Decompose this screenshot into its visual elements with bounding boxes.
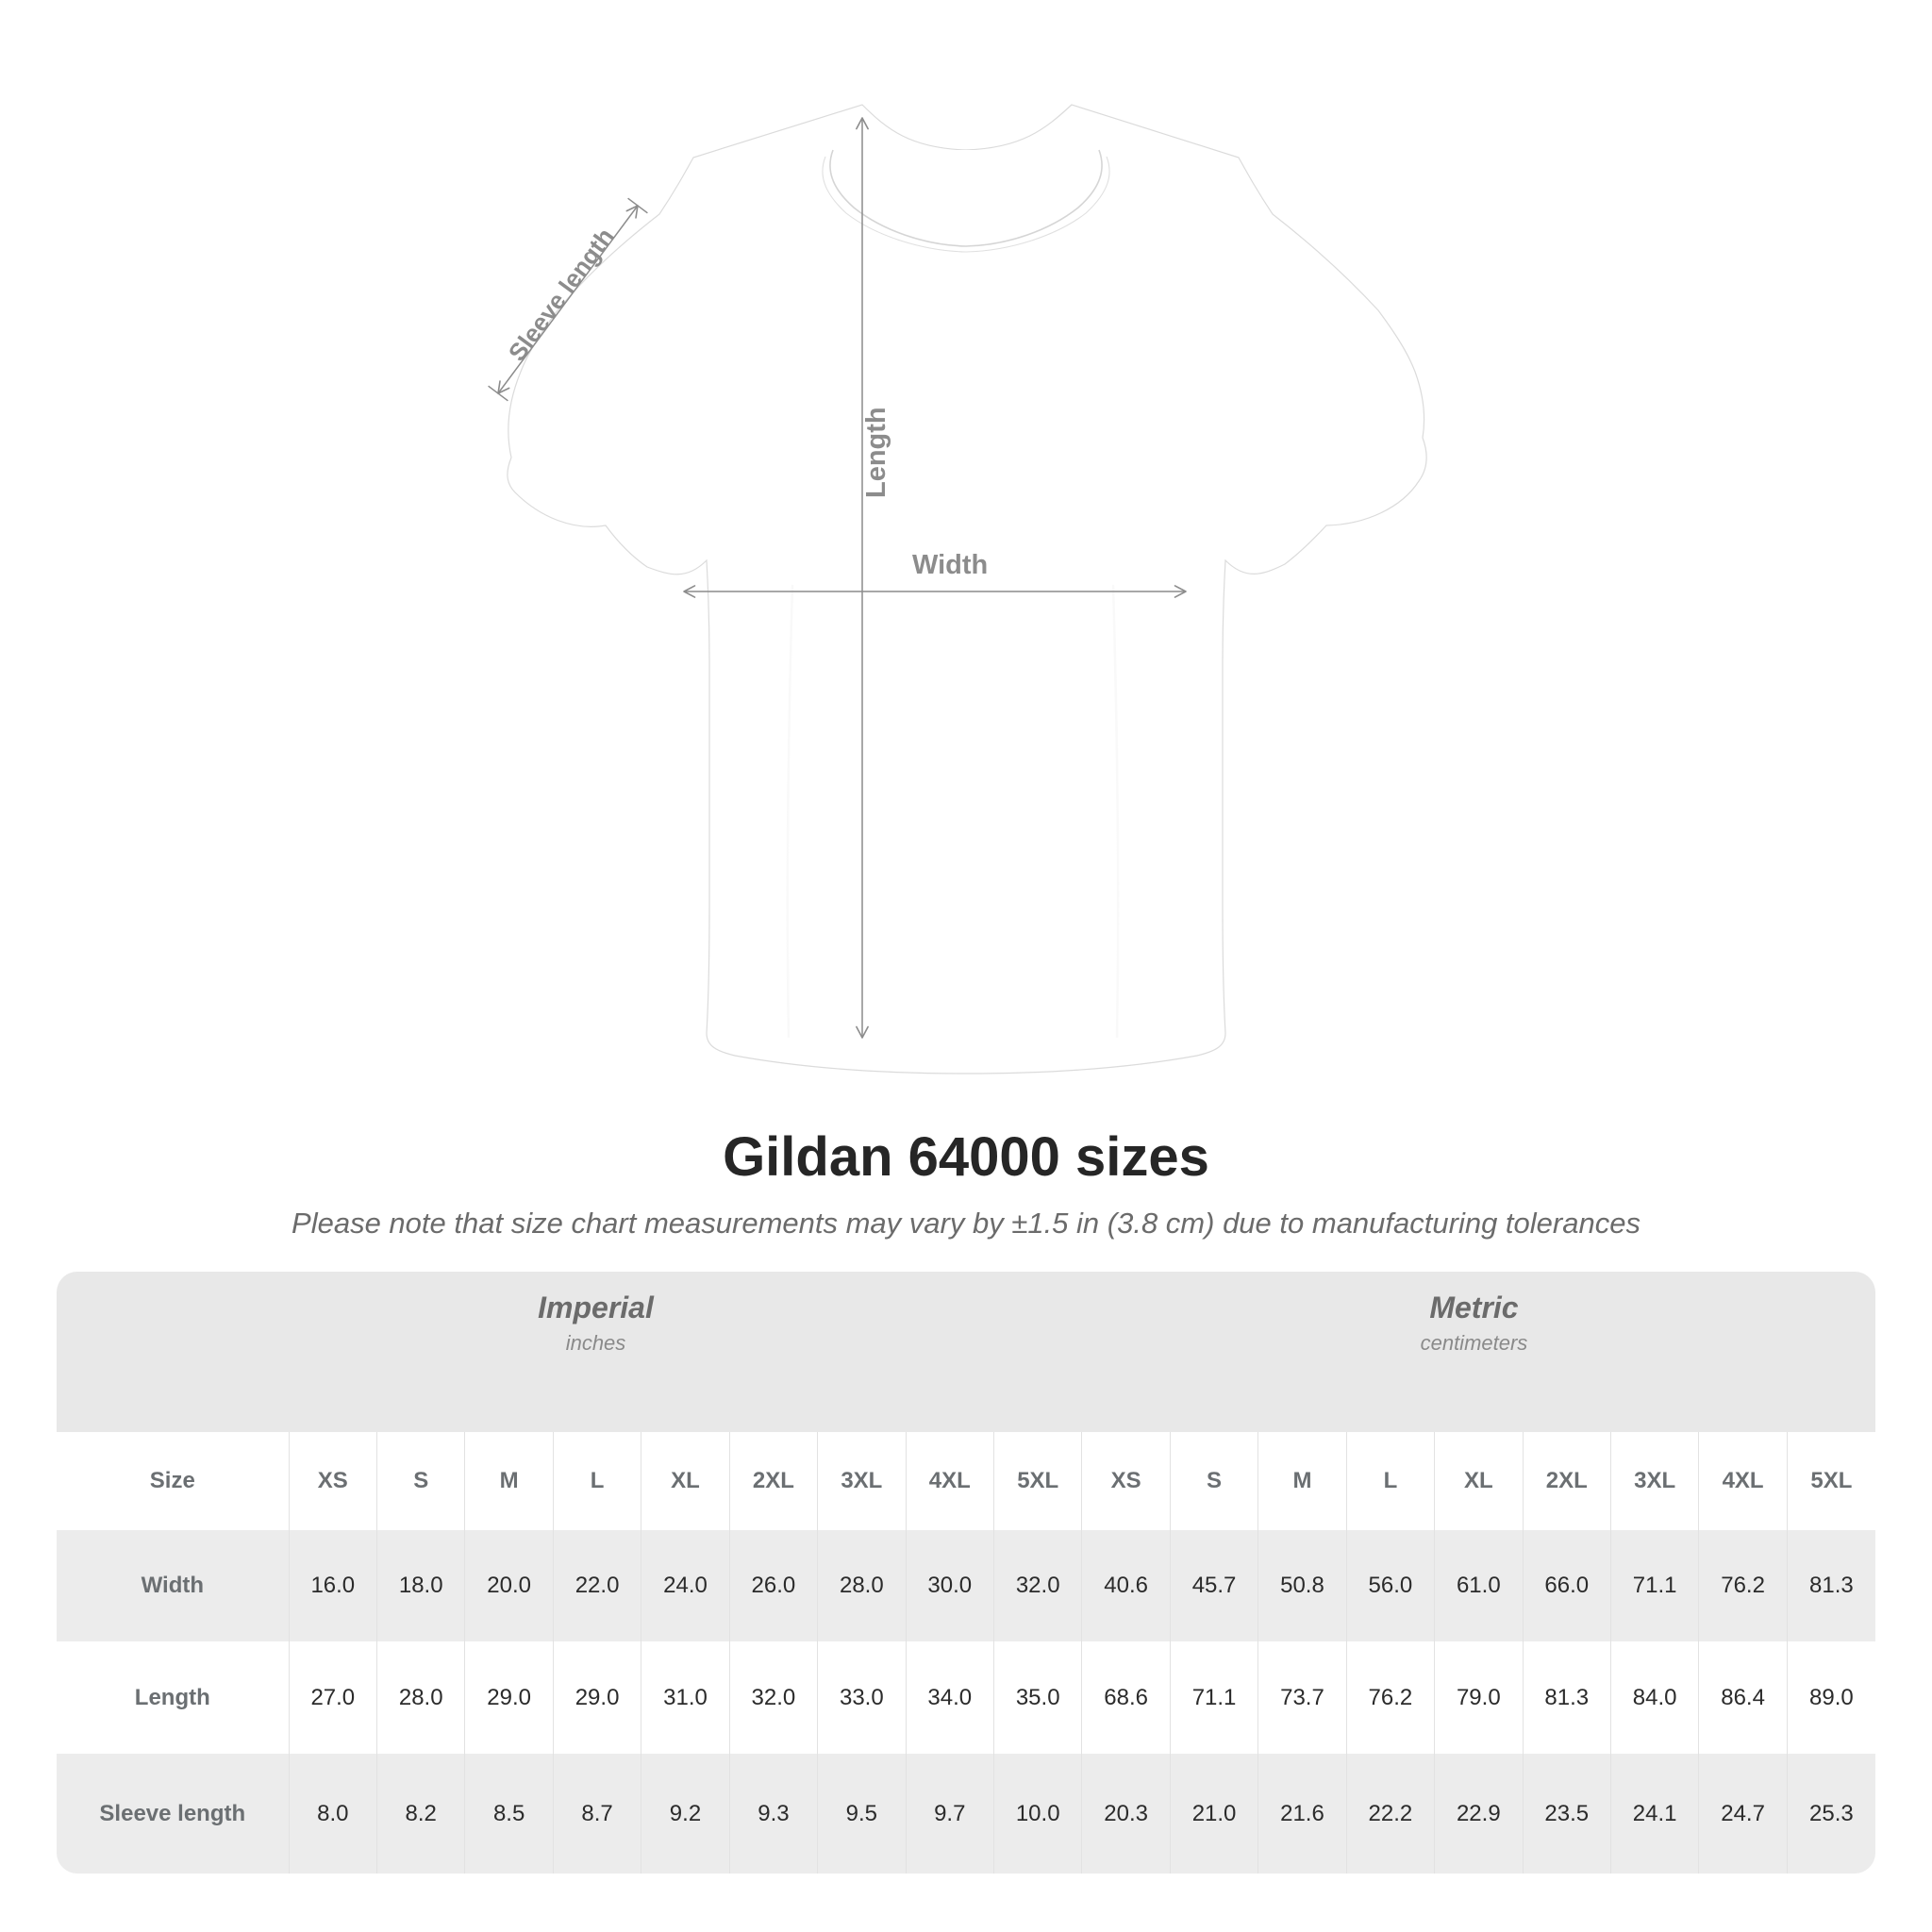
svg-text:Width: Width xyxy=(912,550,988,580)
svg-text:Length: Length xyxy=(861,407,891,498)
